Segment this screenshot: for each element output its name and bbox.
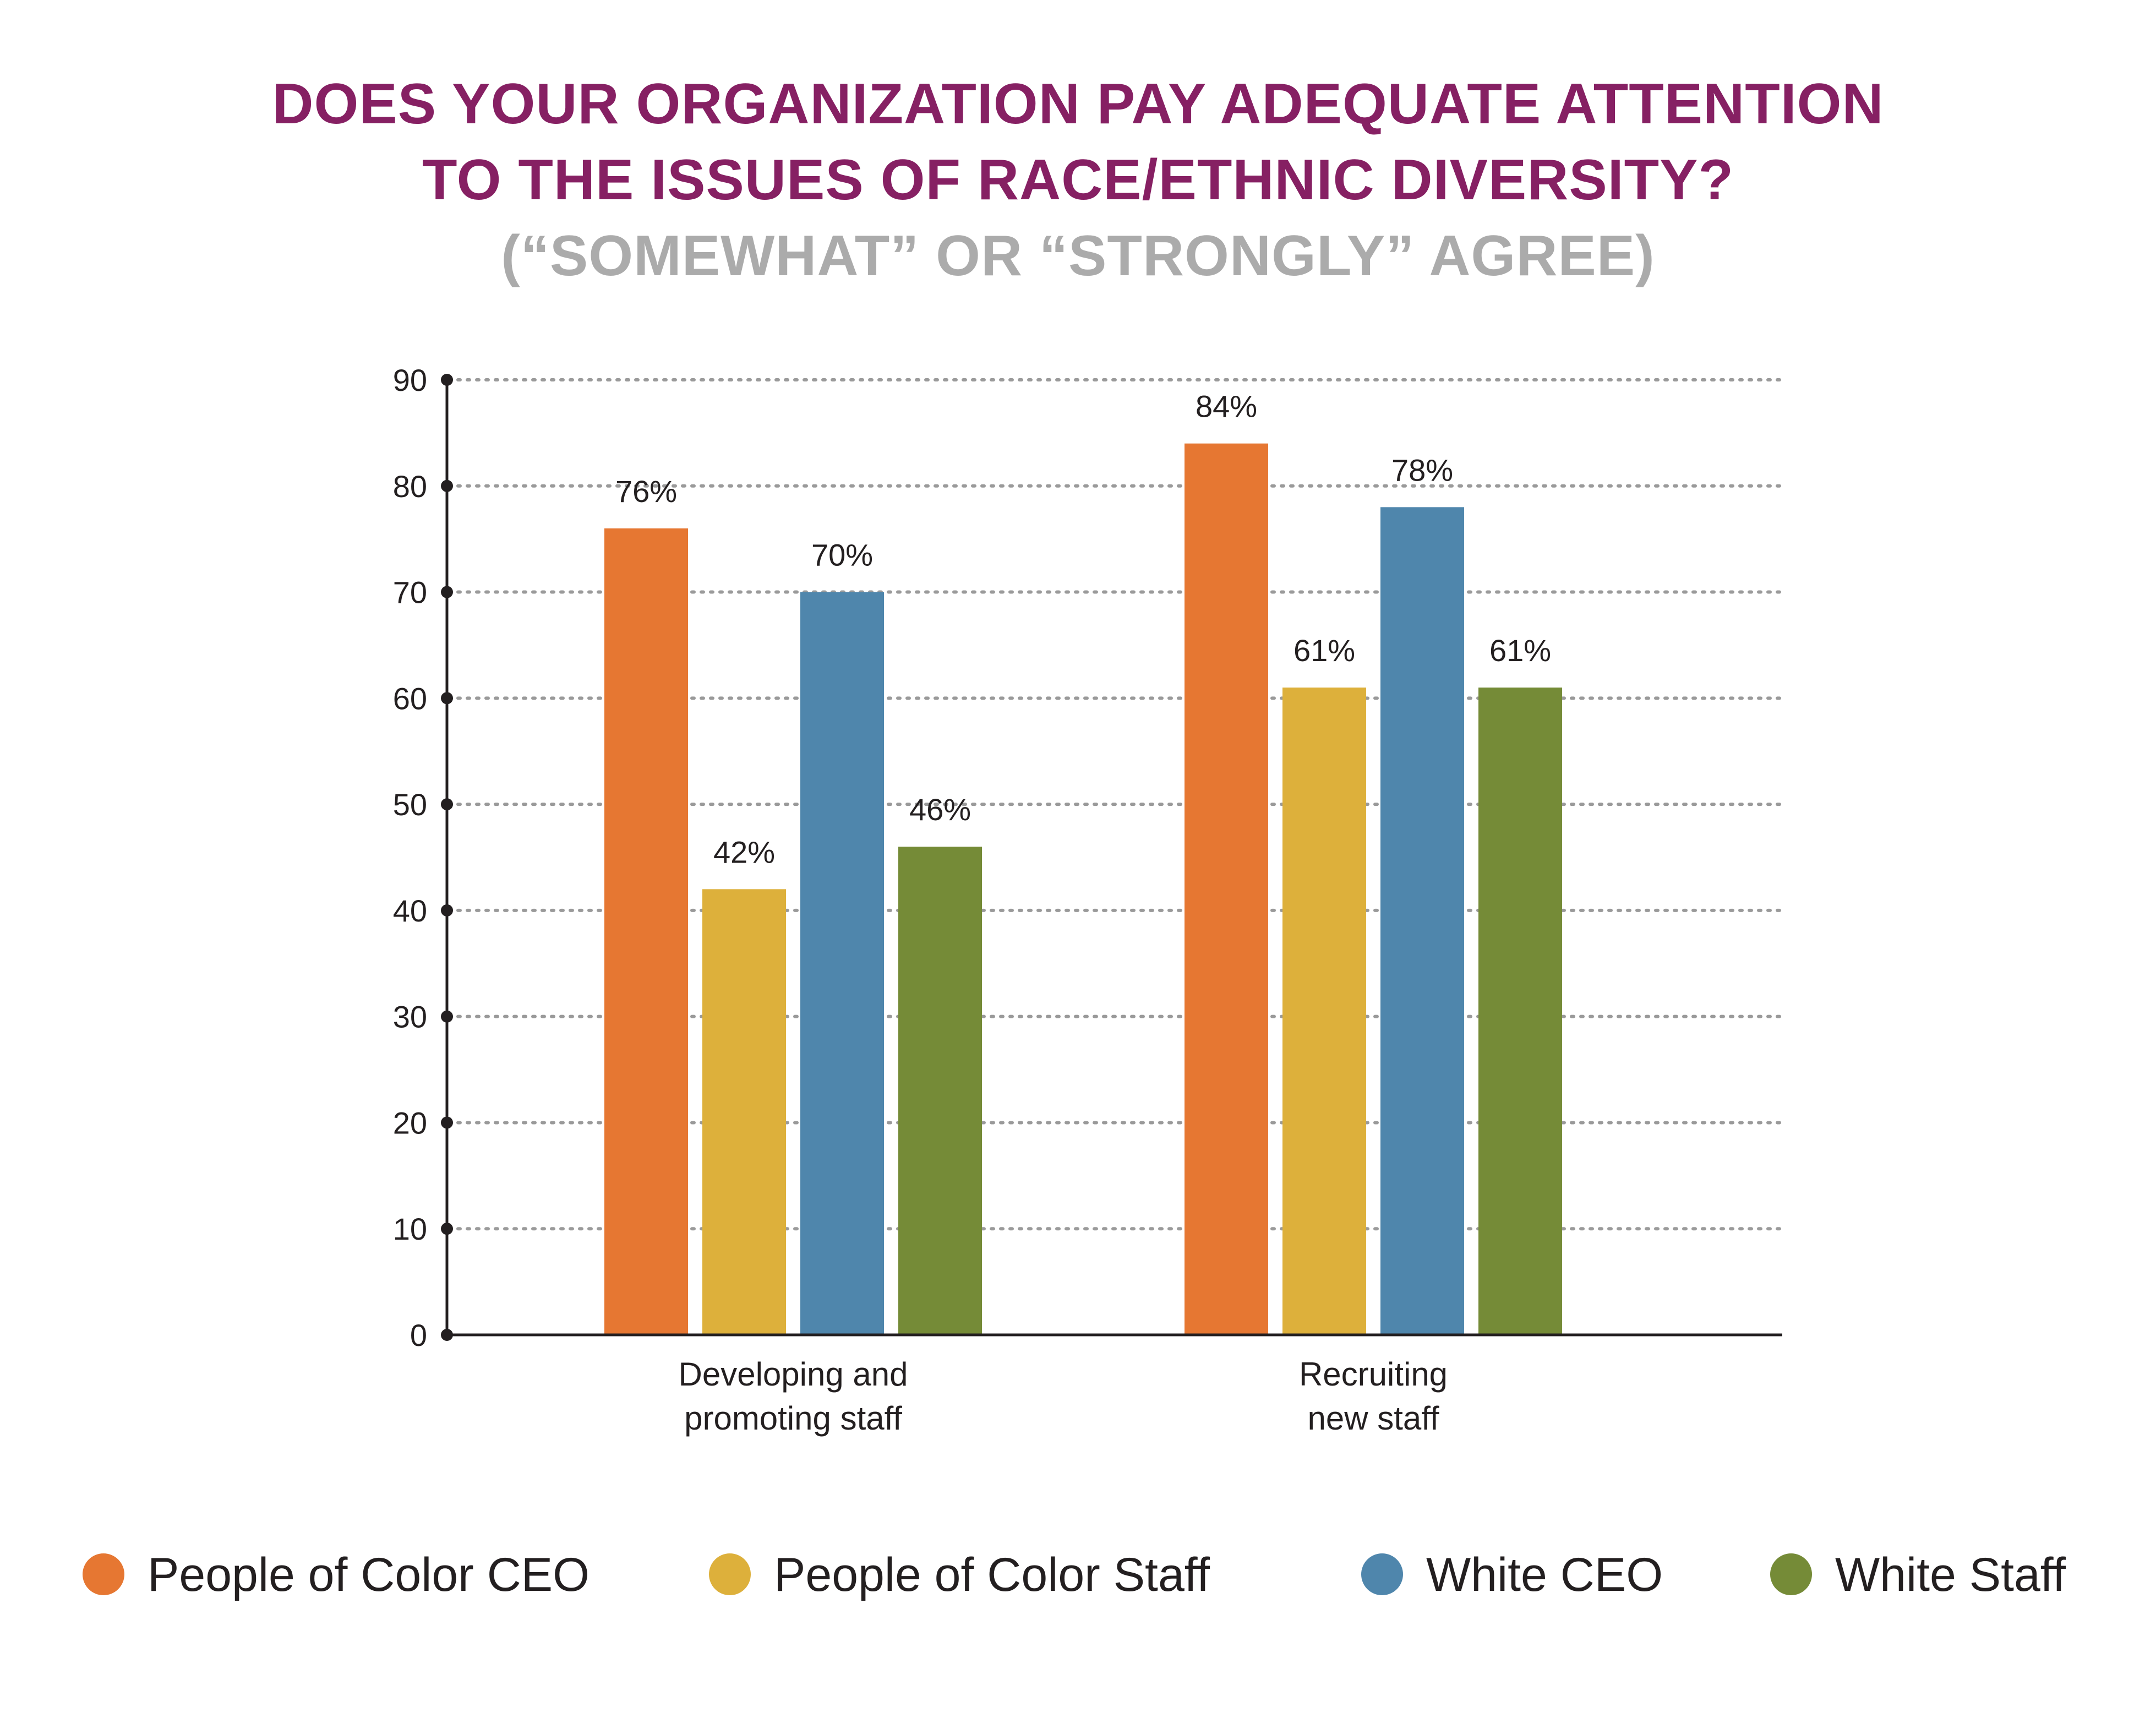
data-labels: 76% 84% 42% 61% 70% 78% 46% 61% [615,389,1551,870]
data-label: 76% [615,474,677,509]
chart-titles: DOES YOUR ORGANIZATION PAY ADEQUATE ATTE… [0,66,2156,294]
legend-label: People of Color Staff [774,1548,1210,1601]
y-tick-label: 40 [393,893,427,928]
y-tick-label: 30 [393,1000,427,1034]
bars [604,443,1562,1335]
legend-label: People of Color CEO [148,1548,590,1601]
y-tick-label: 0 [410,1318,427,1352]
data-label: 78% [1391,452,1453,487]
bar [1282,688,1366,1335]
bar [800,592,884,1335]
data-label: 46% [909,792,971,827]
y-tick-label: 80 [393,469,427,504]
bar [1185,443,1268,1335]
bar [1478,688,1562,1335]
data-label: 42% [713,834,775,869]
category-label: promoting staff [684,1400,902,1437]
axes: 0 10 20 30 40 50 60 70 80 90 [393,363,1782,1352]
legend-swatch [1361,1553,1403,1595]
legend-swatch [1770,1553,1812,1595]
y-tick-label: 60 [393,681,427,716]
data-label: 61% [1293,633,1355,668]
data-label: 84% [1196,389,1257,424]
legend-label: White CEO [1426,1548,1663,1601]
chart-title-line-2: TO THE ISSUES OF RACE/ETHNIC DIVERSITY? [422,148,1734,212]
category-label: new staff [1307,1400,1439,1437]
bar [898,847,982,1335]
y-tick-label: 90 [393,363,427,397]
bar [702,889,786,1335]
data-label: 61% [1489,633,1551,668]
chart-subtitle: (“SOMEWHAT” OR “STRONGLY” AGREE) [501,224,1655,288]
category-labels: Developing and promoting staff Recruiting n… [679,1356,1448,1437]
y-tick-label: 20 [393,1105,427,1140]
y-tick-label: 70 [393,575,427,610]
y-tick-label: 10 [393,1212,427,1246]
bar [604,528,688,1335]
legend-swatch [83,1553,124,1595]
y-tick-label: 50 [393,787,427,822]
bar [1380,507,1464,1335]
legend: People of Color CEO People of Color Staff… [83,1548,2066,1601]
legend-swatch [709,1553,751,1595]
category-label: Developing and [679,1356,908,1393]
data-label: 70% [811,538,873,572]
chart-title-line-1: DOES YOUR ORGANIZATION PAY ADEQUATE ATTE… [272,72,1884,136]
category-label: Recruiting [1299,1356,1448,1393]
legend-label: White Staff [1835,1548,2066,1601]
